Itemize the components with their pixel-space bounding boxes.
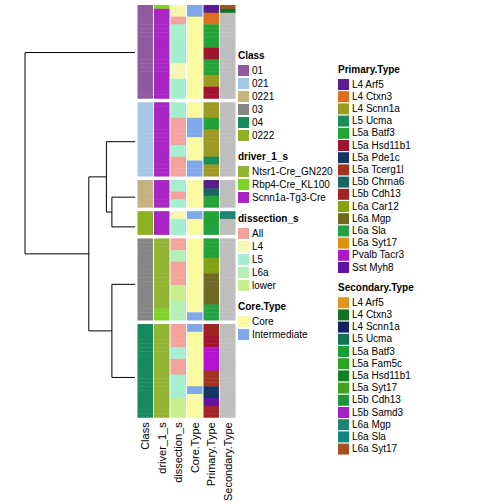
svg-text:04: 04 (252, 117, 264, 128)
svg-text:L6a Sla: L6a Sla (352, 225, 386, 236)
svg-text:Sst Myh8: Sst Myh8 (352, 262, 394, 273)
svg-text:L5 Ucma: L5 Ucma (352, 333, 392, 344)
svg-text:L4 Ctxn3: L4 Ctxn3 (352, 91, 392, 102)
svg-text:All: All (252, 228, 263, 239)
svg-text:L6a Syt17: L6a Syt17 (352, 237, 397, 248)
svg-text:L6a Mgp: L6a Mgp (352, 419, 391, 430)
svg-text:Pvalb Tacr3: Pvalb Tacr3 (352, 249, 405, 260)
svg-text:Class: Class (238, 50, 265, 61)
svg-text:L4 Ctxn3: L4 Ctxn3 (352, 309, 392, 320)
svg-text:L5a Pde1c: L5a Pde1c (352, 152, 400, 163)
svg-text:L5a Syt17: L5a Syt17 (352, 382, 397, 393)
svg-text:Secondary.Type: Secondary.Type (222, 422, 234, 501)
svg-text:L5a Batf3: L5a Batf3 (352, 127, 395, 138)
svg-text:L5: L5 (252, 254, 264, 265)
svg-text:L4: L4 (252, 241, 264, 252)
svg-text:L6a Car12: L6a Car12 (352, 201, 399, 212)
svg-text:Core.Type: Core.Type (238, 301, 287, 312)
svg-text:01: 01 (252, 65, 264, 76)
svg-text:Intermediate: Intermediate (252, 329, 308, 340)
svg-text:L4 Scnn1a: L4 Scnn1a (352, 321, 400, 332)
svg-text:L5a Tcerg1l: L5a Tcerg1l (352, 164, 404, 175)
svg-text:Primary.Type: Primary.Type (205, 422, 217, 486)
svg-text:L5a Hsd11b1: L5a Hsd11b1 (352, 370, 411, 381)
svg-text:0222: 0222 (252, 130, 275, 141)
svg-text:driver_1_s: driver_1_s (238, 151, 288, 162)
svg-text:0221: 0221 (252, 91, 275, 102)
svg-text:Ntsr1-Cre_GN220: Ntsr1-Cre_GN220 (252, 166, 333, 177)
svg-text:021: 021 (252, 78, 269, 89)
svg-text:03: 03 (252, 104, 264, 115)
svg-text:L5b Chrna6: L5b Chrna6 (352, 176, 405, 187)
svg-text:L6a Syt17: L6a Syt17 (352, 443, 397, 454)
svg-text:L4 Arf5: L4 Arf5 (352, 297, 384, 308)
svg-text:Secondary.Type: Secondary.Type (338, 282, 414, 293)
svg-text:Class: Class (139, 422, 151, 450)
svg-text:L6a Sla: L6a Sla (352, 431, 386, 442)
svg-text:Primary.Type: Primary.Type (338, 64, 400, 75)
svg-text:Core.Type: Core.Type (189, 422, 201, 473)
svg-text:L5 Ucma: L5 Ucma (352, 115, 392, 126)
svg-text:dissection_s: dissection_s (238, 213, 299, 224)
svg-text:L5b Cdh13: L5b Cdh13 (352, 394, 401, 405)
svg-text:L4 Scnn1a: L4 Scnn1a (352, 103, 400, 114)
svg-text:L6a: L6a (252, 267, 269, 278)
svg-text:L5a Hsd11b1: L5a Hsd11b1 (352, 140, 411, 151)
svg-text:Scnn1a-Tg3-Cre: Scnn1a-Tg3-Cre (252, 192, 326, 203)
svg-text:L6a Mgp: L6a Mgp (352, 213, 391, 224)
svg-text:L5b Samd3: L5b Samd3 (352, 407, 404, 418)
svg-text:L5a Fam5c: L5a Fam5c (352, 358, 402, 369)
svg-text:Core: Core (252, 316, 274, 327)
svg-text:Rbp4-Cre_KL100: Rbp4-Cre_KL100 (252, 179, 330, 190)
svg-text:lower: lower (252, 280, 277, 291)
svg-text:L5a Batf3: L5a Batf3 (352, 346, 395, 357)
svg-text:L4 Arf5: L4 Arf5 (352, 79, 384, 90)
svg-text:dissection_s: dissection_s (172, 422, 184, 483)
svg-text:driver_1_s: driver_1_s (156, 422, 168, 474)
svg-text:L5b Cdh13: L5b Cdh13 (352, 188, 401, 199)
